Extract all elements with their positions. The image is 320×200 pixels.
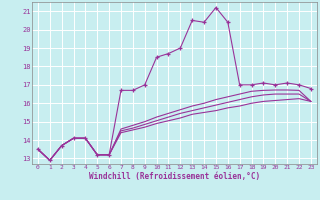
X-axis label: Windchill (Refroidissement éolien,°C): Windchill (Refroidissement éolien,°C)	[89, 172, 260, 181]
